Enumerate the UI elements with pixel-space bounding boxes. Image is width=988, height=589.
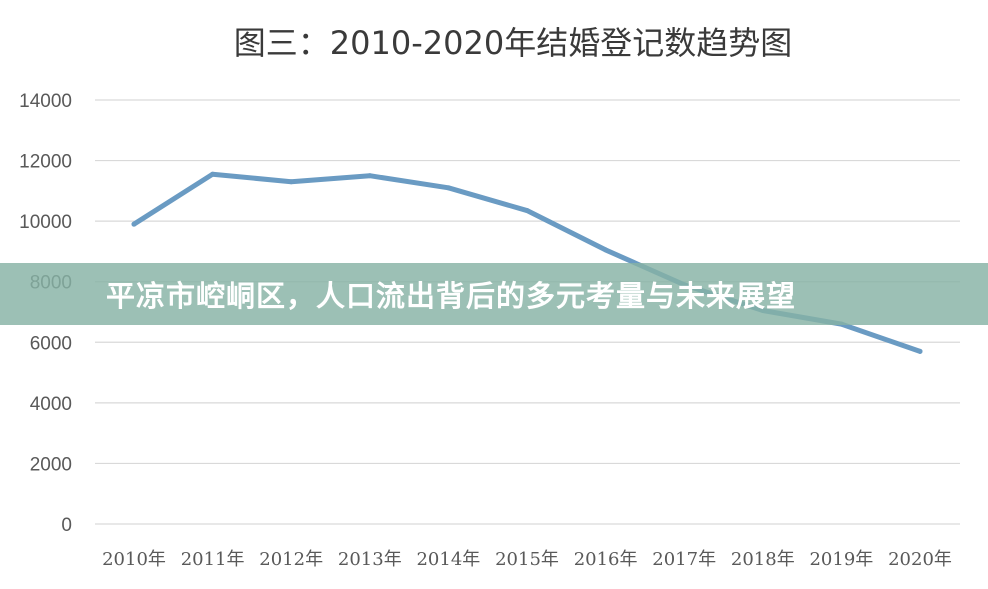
- banner-title: 平凉市崆峒区，人口流出背后的多元考量与未来展望: [106, 279, 797, 313]
- y-tick-label: 10000: [19, 212, 72, 233]
- y-tick-label: 0: [61, 515, 72, 536]
- article-title-banner: 平凉市崆峒区，人口流出背后的多元考量与未来展望: [0, 263, 988, 325]
- y-tick-label: 2000: [30, 454, 72, 475]
- x-tick-label: 2012年: [259, 549, 323, 570]
- chart-title: 图三：2010-2020年结婚登记数趋势图: [234, 24, 792, 62]
- data-point: [288, 179, 294, 185]
- x-tick-label: 2014年: [416, 549, 480, 570]
- x-tick-label: 2013年: [338, 549, 402, 570]
- x-tick-label: 2016年: [574, 549, 638, 570]
- data-point: [524, 208, 530, 214]
- data-point: [603, 247, 609, 253]
- data-point: [917, 348, 923, 354]
- x-tick-label: 2017年: [652, 549, 716, 570]
- y-tick-label: 14000: [19, 91, 72, 112]
- data-point: [210, 171, 216, 177]
- x-tick-label: 2019年: [809, 549, 873, 570]
- y-tick-label: 12000: [19, 152, 72, 173]
- grid-lines: [95, 99, 960, 525]
- x-tick-label: 2018年: [731, 549, 795, 570]
- data-point: [445, 185, 451, 191]
- data-point: [367, 173, 373, 179]
- y-tick-label: 4000: [30, 394, 72, 415]
- x-axis-ticks: 2010年 2011年 2012年 2013年 2014年 2015年 2016年 2017年…: [102, 549, 952, 570]
- x-tick-label: 2015年: [495, 549, 559, 570]
- data-point: [131, 221, 137, 227]
- x-tick-label: 2010年: [102, 549, 166, 570]
- y-tick-label: 6000: [30, 333, 72, 354]
- x-tick-label: 2011年: [181, 549, 245, 570]
- x-tick-label: 2020年: [888, 549, 952, 570]
